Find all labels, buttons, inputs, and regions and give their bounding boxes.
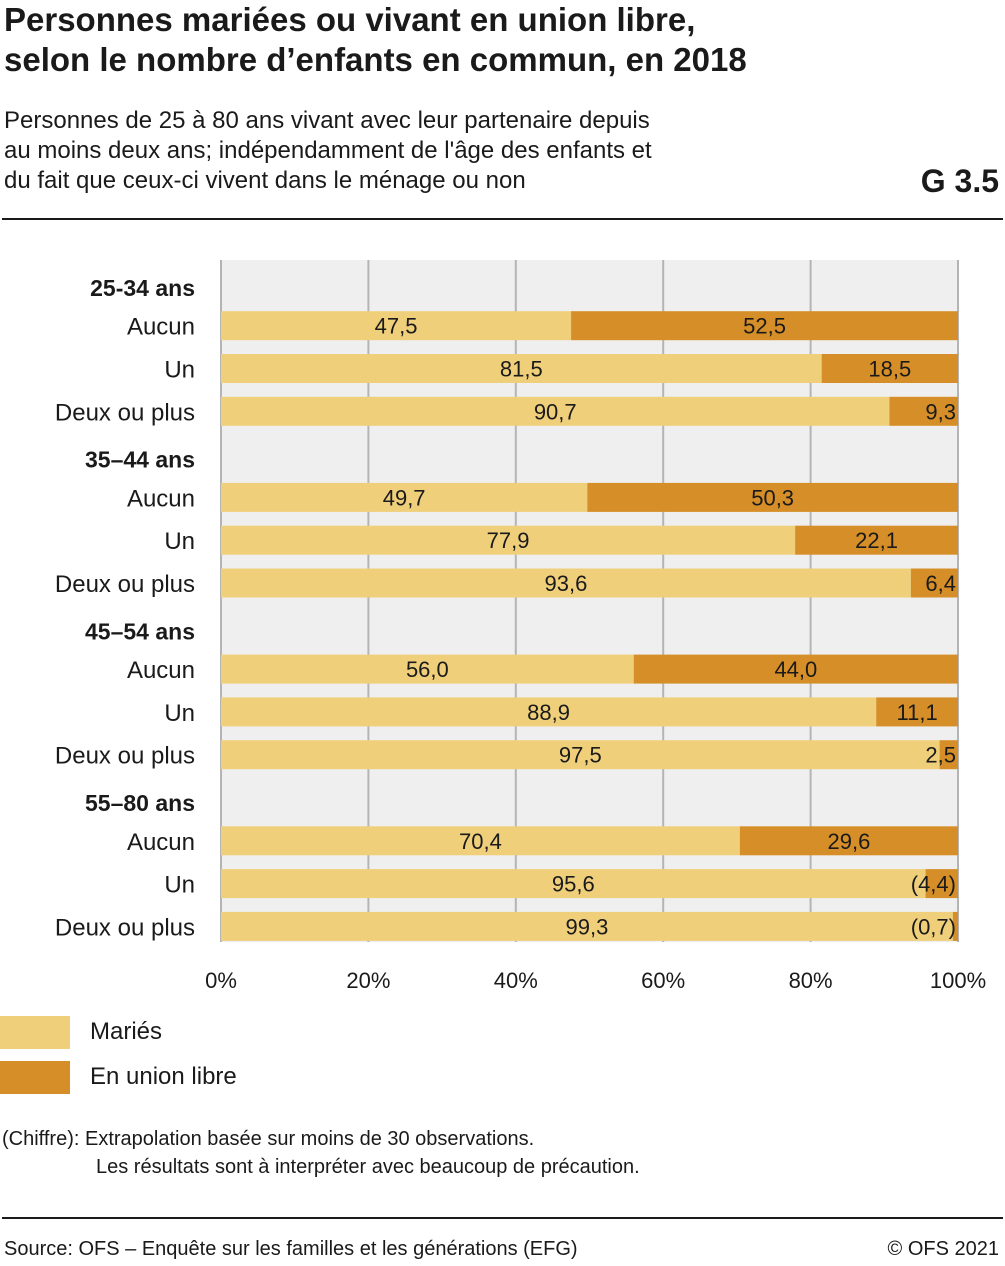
data-label-en-union-libre: (0,7) [911,914,956,939]
x-tick-label: 80% [789,968,833,993]
legend-label-union-libre: En union libre [90,1063,237,1090]
group-label-45-54-ans: 45–54 ans [85,618,195,644]
x-tick-label: 100% [930,968,986,993]
row-label: Aucun [127,657,195,684]
bar-segment-maries [221,826,740,856]
data-label-en-union-libre: 52,5 [743,314,786,339]
footnote-line-1: (Chiffre): Extrapolation basée sur moins… [2,1128,535,1150]
x-tick-label: 60% [641,968,685,993]
data-label-en-union-libre: 50,3 [751,485,794,510]
chart-subtitle: Personnes de 25 à 80 ans vivant avec leu… [4,106,804,196]
bar-segment-maries [221,654,634,684]
bar-segment-en-union-libre [633,654,958,684]
chart-subtitle-line-2: au moins deux ans; indépendamment de l'â… [4,137,652,164]
source-note: Source: OFS – Enquête sur les familles e… [4,1238,578,1260]
data-label-maries: 88,9 [527,700,570,725]
copyright: © OFS 2021 [887,1238,999,1260]
data-label-en-union-libre: 44,0 [774,657,817,682]
stacked-bar-chart: 0% 20% 40% 60% 80% 100% 25-34 ans Aucun 47,5 52,5… [55,260,986,993]
data-label-maries: 93,6 [545,571,588,596]
data-label-maries: 49,7 [383,485,426,510]
bar-segment-en-union-libre [952,911,958,941]
bar-segment-maries [221,525,796,555]
bar-segment-en-union-libre [571,311,958,341]
row-label: Deux ou plus [55,571,195,598]
group-label-55-80-ans: 55–80 ans [85,790,195,816]
group-label-25-34-ans: 25-34 ans [90,275,195,301]
footnote-line-2: Les résultats sont à interpréter avec be… [96,1156,640,1178]
bar-segment-maries [221,354,822,383]
row-label: Deux ou plus [55,914,195,941]
data-label-maries: 47,5 [375,314,418,339]
data-label-en-union-libre: 2,5 [925,743,956,768]
row-label: Aucun [127,829,195,856]
data-label-en-union-libre: 6,4 [925,571,956,596]
bar-segment-en-union-libre [587,482,958,512]
legend-swatch-union-libre [0,1061,70,1094]
row-label: Un [164,357,195,384]
data-label-maries: 97,5 [559,743,602,768]
footnote: (Chiffre): Extrapolation basée sur moins… [2,1125,640,1181]
bar-segment-en-union-libre [821,354,958,383]
data-label-maries: 70,4 [459,829,502,854]
legend-item-maries: Mariés [0,1016,400,1050]
row-label: Un [164,872,195,899]
group-label-35-44-ans: 35–44 ans [85,447,195,473]
data-label-maries: 95,6 [552,872,595,897]
x-tick-label: 40% [494,968,538,993]
data-label-en-union-libre: 9,3 [925,399,956,424]
bar-segment-maries [221,869,926,899]
bar-segment-en-union-libre [939,740,958,770]
data-label-maries: 90,7 [534,399,577,424]
row-label: Deux ou plus [55,399,195,426]
chart-subtitle-line-1: Personnes de 25 à 80 ans vivant avec leu… [4,107,650,134]
data-label-en-union-libre: 11,1 [897,700,938,725]
legend-item-union-libre: En union libre [0,1061,400,1095]
data-label-en-union-libre: 29,6 [828,829,871,854]
bar-segment-en-union-libre [795,525,958,555]
bar-segment-en-union-libre [889,396,958,426]
chart-subtitle-line-3: du fait que ceux-ci vivent dans le ménag… [4,167,526,194]
bar-segment-en-union-libre [925,869,958,899]
bar-segment-maries [221,697,877,727]
row-label: Deux ou plus [55,743,195,770]
chart-title-line-1: Personnes mariées ou vivant en union lib… [4,1,696,38]
chart-title: Personnes mariées ou vivant en union lib… [4,0,994,80]
row-label: Aucun [127,314,195,341]
x-tick-label: 20% [346,968,390,993]
x-tick-label: 0% [205,968,237,993]
data-label-maries: 81,5 [500,357,543,382]
legend-label-maries: Mariés [90,1018,163,1045]
bar-segment-en-union-libre [739,826,958,856]
bar-segment-maries [221,740,940,770]
bar-segment-en-union-libre [910,568,958,598]
bar-segment-maries [221,311,572,341]
row-label: Aucun [127,485,195,512]
row-label: Un [164,700,195,727]
data-label-maries: 77,9 [487,528,530,553]
row-label: Un [164,528,195,555]
bar-segment-maries [221,911,953,941]
legend-swatch-maries [0,1016,70,1049]
bar-segment-en-union-libre [876,697,958,727]
data-label-maries: 56,0 [406,657,449,682]
data-label-en-union-libre: 22,1 [855,528,898,553]
bar-segment-maries [221,396,890,426]
chart-title-line-2: selon le nombre d’enfants en commun, en … [4,41,747,78]
data-label-maries: 99,3 [566,914,609,939]
data-label-en-union-libre: (4,4) [911,872,956,897]
footer-divider [2,1217,1003,1219]
graphic-number: G 3.5 [920,163,999,199]
bar-segment-maries [221,568,911,598]
data-label-en-union-libre: 18,5 [868,357,911,382]
header-divider [2,218,1003,220]
bar-segment-maries [221,482,588,512]
